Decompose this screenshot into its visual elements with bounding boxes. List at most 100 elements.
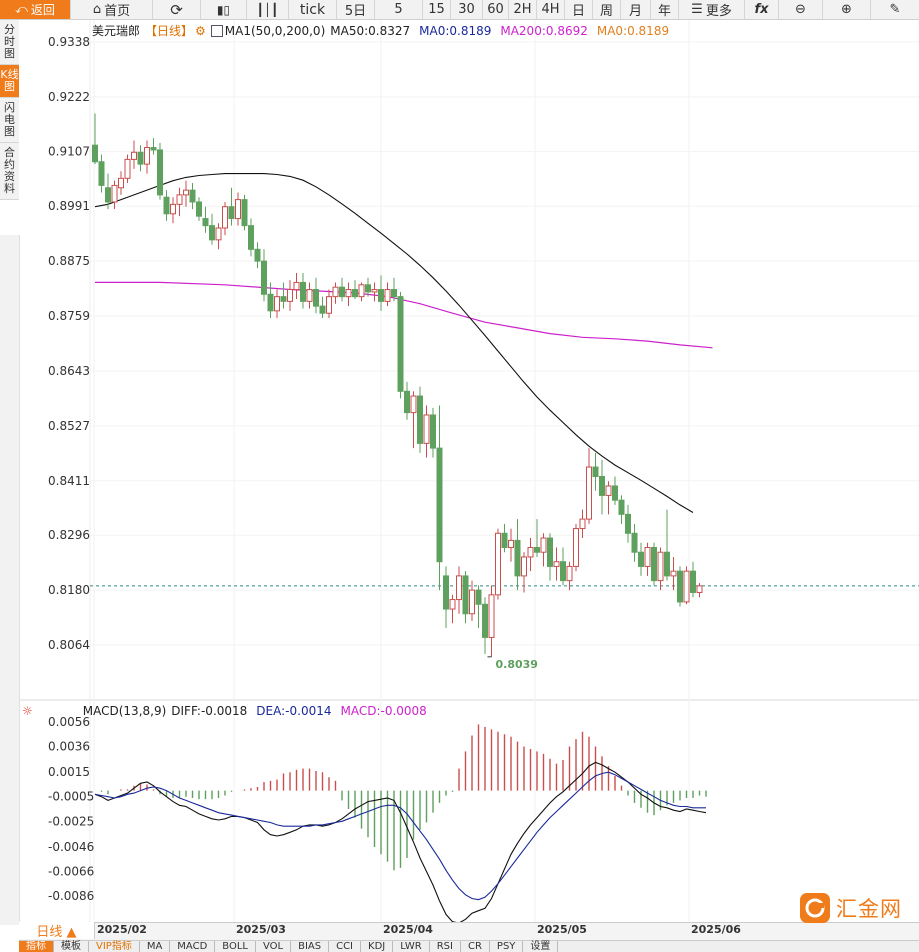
back-button[interactable]: ⤺ 返回 — [0, 0, 70, 19]
tab-cr[interactable]: CR — [461, 941, 490, 952]
price-panel[interactable]: 0.8039 — [90, 113, 919, 671]
candle — [274, 289, 280, 318]
candle — [696, 582, 703, 598]
candle — [449, 594, 456, 624]
tab-templates[interactable]: 模板 — [54, 941, 89, 952]
tab-lightning[interactable]: 闪电图 — [0, 98, 19, 143]
candle — [579, 509, 586, 539]
candle — [397, 291, 404, 399]
candle-body — [254, 248, 261, 262]
candle — [137, 145, 144, 172]
candle — [391, 277, 397, 302]
tab-indicators[interactable]: 指标 — [19, 941, 54, 952]
tab-lwr[interactable]: LWR — [393, 941, 430, 952]
tab-ma[interactable]: MA — [140, 941, 171, 952]
refresh-button[interactable]: ⟳ — [152, 0, 200, 19]
candle-body — [189, 189, 196, 203]
candle-body — [553, 561, 560, 567]
tab-settings[interactable]: 设置 — [523, 941, 559, 952]
candle-body — [488, 594, 495, 638]
candlestick-icon: ▮▯ — [216, 2, 231, 17]
candle — [163, 190, 170, 221]
price-tick-label: 0.8759 — [48, 309, 90, 323]
formula-button[interactable]: fx — [744, 0, 778, 19]
candle-body — [690, 570, 696, 593]
candle — [417, 386, 423, 453]
zoom-out-button[interactable]: ⊖ — [778, 0, 822, 19]
settings-gear-icon[interactable]: ⚙ — [195, 23, 206, 38]
period-year-button[interactable]: 年 — [650, 0, 678, 19]
candle — [150, 138, 157, 155]
candle-body — [293, 281, 300, 291]
draw-button[interactable]: ✎ — [870, 0, 919, 19]
candle-body — [508, 539, 514, 548]
period-day-button[interactable]: 日 — [564, 0, 592, 19]
candle-body — [482, 603, 488, 638]
tab-timeshare[interactable]: 分时图 — [0, 20, 19, 65]
candle-body — [618, 499, 625, 515]
more-button[interactable]: ☰ 更多 — [678, 0, 744, 19]
tab-boll[interactable]: BOLL — [215, 941, 256, 952]
indicator-tab-bar: 指标 模板 VIP指标 MA MACD BOLL VOL BIAS CCI KD… — [19, 940, 919, 952]
chart-toolbar: ⤺ 返回 ⌂ 首页 ⟳ ▮▯ ┃│┃ tick 5日 5 15 30 60 2H… — [0, 0, 919, 20]
period-month-button[interactable]: 月 — [620, 0, 650, 19]
macd-settings-icon[interactable]: ☼ — [22, 704, 33, 718]
y-axis-labels: 0.9338 0.9222 0.9107 0.8991 0.8875 0.8759 0.86… — [48, 35, 94, 903]
indicator-icon[interactable] — [210, 24, 223, 37]
bar-style-button[interactable]: ┃│┃ — [246, 0, 288, 19]
ma0-value: MA0:0.8189 — [419, 23, 492, 38]
candle-body — [131, 151, 137, 160]
macd-panel[interactable] — [94, 724, 707, 924]
candle-body — [98, 161, 105, 186]
tab-rsi[interactable]: RSI — [430, 941, 461, 952]
side-panel-background — [0, 235, 20, 925]
candle — [209, 213, 215, 245]
candle — [657, 547, 664, 591]
period-2h-button[interactable]: 2H — [508, 0, 536, 19]
zoom-in-button[interactable]: ⊕ — [822, 0, 870, 19]
candle — [306, 282, 313, 309]
candle-body — [670, 570, 677, 577]
tab-psy[interactable]: PSY — [490, 941, 524, 952]
candle — [469, 580, 475, 621]
tick-button[interactable]: tick — [288, 0, 336, 19]
tab-vip-indicators[interactable]: VIP指标 — [89, 941, 140, 952]
watermark-text: 汇金网 — [836, 897, 902, 921]
tab-kdj[interactable]: KDJ — [361, 941, 394, 952]
candle — [586, 448, 592, 524]
candle-body — [475, 589, 482, 605]
candle-body — [443, 575, 449, 610]
macd-legend: ☼ MACD(13,8,9) DIFF:-0.0018 DEA:-0.0014 … — [22, 704, 432, 718]
home-button[interactable]: ⌂ 首页 — [70, 0, 152, 19]
tab-kline[interactable]: K线图 — [0, 65, 19, 98]
tab-cci[interactable]: CCI — [329, 941, 362, 952]
candle — [124, 154, 131, 184]
candle — [651, 542, 657, 586]
macd-tick-label: -0.0066 — [48, 864, 94, 878]
chart-type-button[interactable]: ▮▯ — [200, 0, 246, 19]
period-week-button[interactable]: 周 — [592, 0, 620, 19]
candle — [300, 272, 306, 309]
period-select-button[interactable]: 日线 ▲ — [19, 922, 95, 940]
price-legend: 美元瑞郎 【日线】 ⚙ MA1(50,0,200,0) MA50:0.8327 … — [92, 22, 674, 39]
tab-contract-info[interactable]: 合约资料 — [0, 143, 19, 200]
tab-vol[interactable]: VOL — [256, 941, 292, 952]
tab-bias[interactable]: BIAS — [291, 941, 330, 952]
period-30m-button[interactable]: 30 — [450, 0, 482, 19]
period-60m-button[interactable]: 60 — [482, 0, 508, 19]
period-4h-button[interactable]: 4H — [536, 0, 564, 19]
period-label: 2H — [513, 2, 532, 17]
candle — [527, 538, 534, 572]
candle-body — [436, 447, 443, 563]
period-5m-button[interactable]: 5 — [374, 0, 422, 19]
tab-macd[interactable]: MACD — [170, 941, 216, 952]
period-5d-button[interactable]: 5日 — [336, 0, 374, 19]
candle-body — [462, 575, 469, 615]
candle — [430, 407, 436, 458]
candle — [644, 542, 651, 576]
ma50-line — [94, 173, 694, 513]
candle — [553, 547, 560, 581]
period-15m-button[interactable]: 15 — [422, 0, 450, 19]
candle — [105, 173, 111, 210]
